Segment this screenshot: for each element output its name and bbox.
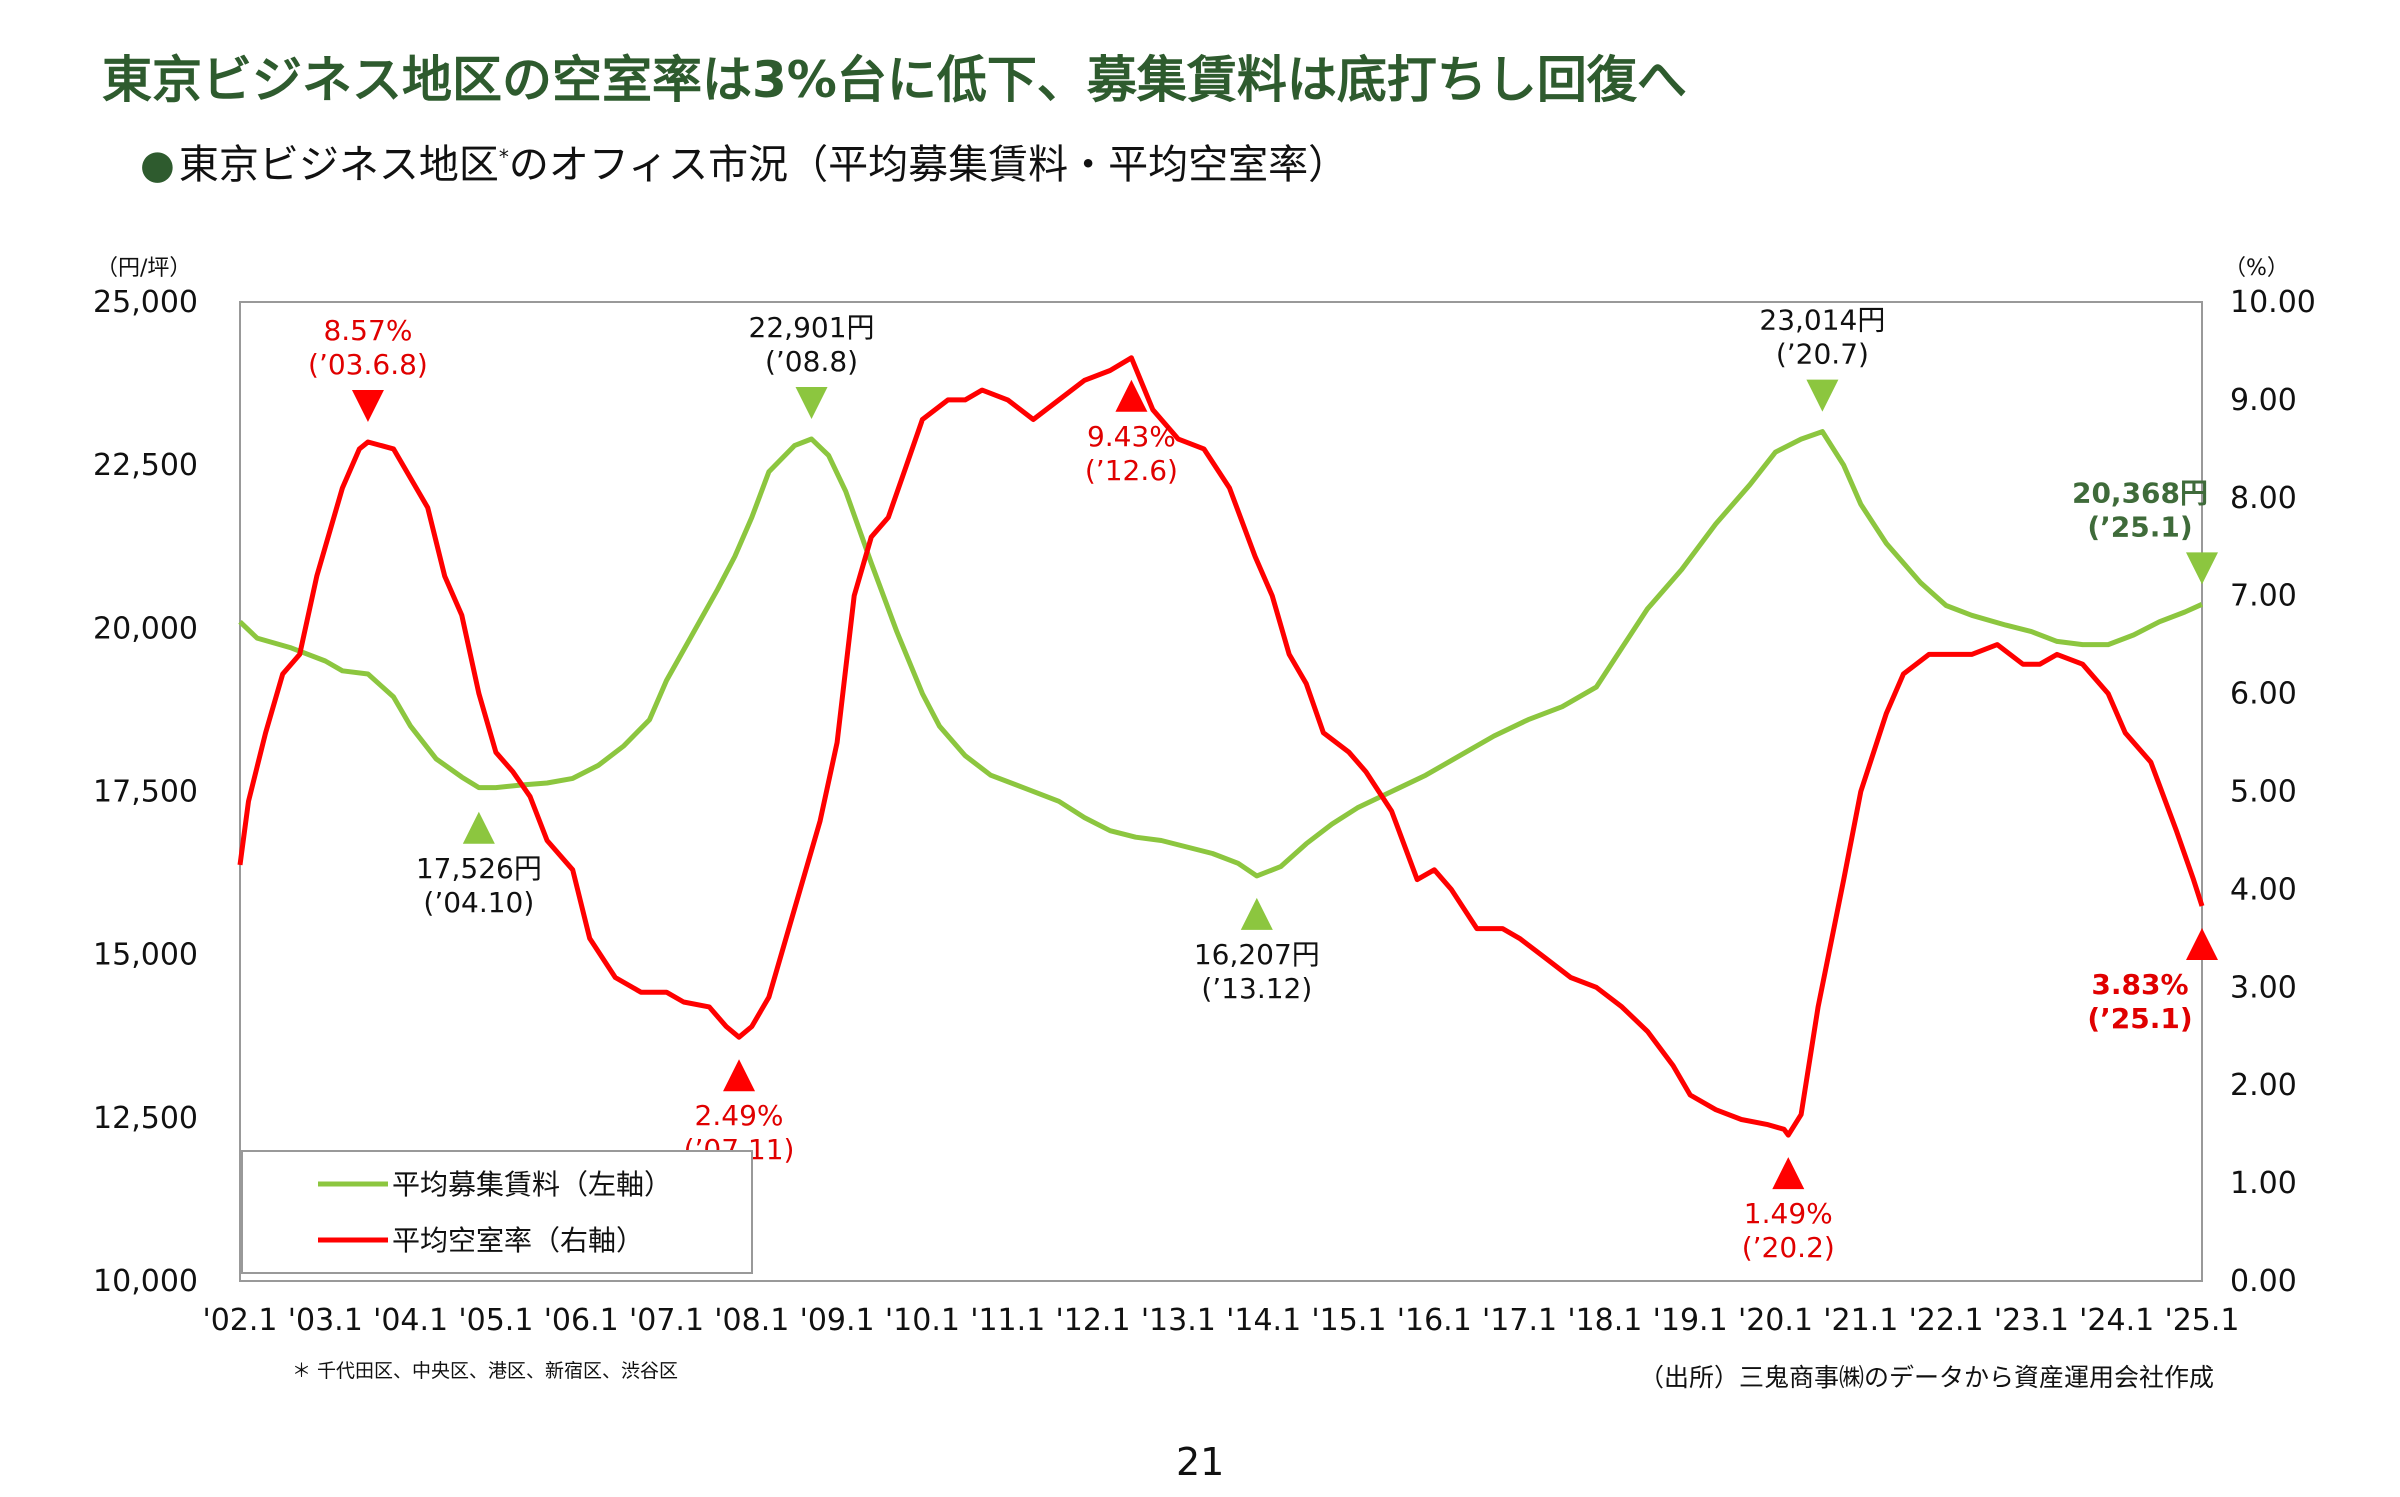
annotation-triangle-icon	[1115, 379, 1148, 412]
annotation-date: (’12.6)	[1085, 454, 1178, 487]
x-axis-tick-label: '05.1	[458, 1303, 533, 1338]
chart-subtitle: ● 東京ビジネス地区*のオフィス市況（平均募集賃料・平均空室率）	[140, 132, 1348, 190]
x-axis-tick-label: '10.1	[885, 1303, 960, 1338]
annotation-value: 1.49%	[1744, 1197, 1833, 1230]
left-axis-tick-label: 12,500	[93, 1101, 198, 1136]
x-axis-tick-label: '09.1	[800, 1303, 875, 1338]
annotation-value: 3.83%	[2091, 968, 2188, 1001]
x-axis-tick-label: '08.1	[714, 1303, 789, 1338]
annotation-value: 17,526円	[416, 852, 542, 885]
left-axis-tick-label: 22,500	[93, 448, 198, 483]
annotation-triangle-icon	[2186, 928, 2218, 961]
x-axis-tick-label: '13.1	[1141, 1303, 1216, 1338]
right-axis-tick-label: 3.00	[2230, 970, 2297, 1005]
x-axis-tick-label: '06.1	[544, 1303, 619, 1338]
legend: 平均募集賃料（左軸） 平均空室率（右軸）	[241, 1150, 753, 1274]
x-axis-tick-label: '23.1	[1994, 1303, 2069, 1338]
annotation-triangle-icon	[1806, 379, 1839, 412]
source-note: （出所）三鬼商事㈱のデータから資産運用会社作成	[1638, 1363, 2214, 1392]
subtitle-main: 東京ビジネス地区	[178, 142, 499, 188]
annotation-triangle-icon	[1772, 1157, 1805, 1190]
x-axis-tick-label: '12.1	[1056, 1303, 1131, 1338]
subtitle-rest: のオフィス市況（平均募集賃料・平均空室率）	[508, 142, 1349, 188]
annotation-value: 23,014円	[1759, 304, 1885, 337]
annotation-date: (’20.2)	[1742, 1231, 1835, 1264]
annotation-triangle-icon	[1240, 897, 1273, 930]
left-axis-tick-label: 10,000	[93, 1264, 198, 1299]
page-number: 21	[1176, 1440, 1225, 1484]
x-axis-tick-label: '19.1	[1653, 1303, 1728, 1338]
left-axis-tick-label: 20,000	[93, 611, 198, 646]
right-axis-tick-label: 0.00	[2230, 1264, 2297, 1299]
annotation-date: (’08.8)	[765, 345, 858, 378]
annotation-value: 16,207円	[1194, 938, 1320, 971]
page-title: 東京ビジネス地区の空室率は3%台に低下、募集賃料は底打ちし回復へ	[102, 51, 1687, 109]
right-axis-tick-label: 4.00	[2230, 872, 2297, 907]
right-axis-tick-label: 5.00	[2230, 775, 2297, 810]
right-axis-tick-label: 8.00	[2230, 481, 2297, 516]
x-axis-tick-label: '16.1	[1397, 1303, 1472, 1338]
annotation-triangle-icon	[2186, 552, 2218, 585]
annotation-value: 22,901円	[749, 311, 875, 344]
x-axis-tick-label: '21.1	[1823, 1303, 1898, 1338]
bullet-icon: ●	[140, 142, 175, 188]
footnote-mark: *	[498, 145, 509, 169]
rent-series-line	[238, 429, 2204, 879]
annotation-triangle-icon	[462, 811, 495, 844]
annotation-date: (’13.12)	[1201, 972, 1312, 1005]
x-axis-tick-label: '17.1	[1482, 1303, 1557, 1338]
x-axis-tick-label: '24.1	[2079, 1303, 2154, 1338]
x-axis-tick-label: '02.1	[202, 1303, 277, 1338]
legend-box	[241, 1150, 753, 1274]
left-axis-tick-label: 15,000	[93, 938, 198, 973]
x-axis-tick-label: '20.1	[1738, 1303, 1813, 1338]
annotation-date: (’04.10)	[423, 886, 534, 919]
right-axis-unit: （%）	[2224, 256, 2289, 281]
annotation-date: (’25.1)	[2087, 1002, 2192, 1035]
annotation-triangle-icon	[351, 389, 384, 422]
x-axis-tick-label: '15.1	[1311, 1303, 1386, 1338]
right-axis-tick-label: 6.00	[2230, 677, 2297, 712]
plot-area-frame	[239, 301, 2203, 1282]
annotation-triangle-icon	[723, 1059, 756, 1092]
x-axis-tick-label: '25.1	[2164, 1303, 2239, 1338]
annotation-value: 2.49%	[695, 1099, 784, 1132]
annotation-date: (’03.6.8)	[308, 348, 428, 381]
x-axis-tick-label: '03.1	[288, 1303, 363, 1338]
annotation-value: 8.57%	[323, 314, 412, 347]
x-axis-tick-label: '14.1	[1226, 1303, 1301, 1338]
legend-vacancy-label: 平均空室率（右軸）	[392, 1224, 644, 1257]
left-axis-unit: （円/坪）	[96, 256, 192, 281]
x-axis-tick-label: '04.1	[373, 1303, 448, 1338]
right-axis-tick-label: 9.00	[2230, 383, 2297, 418]
x-axis-tick-label: '11.1	[970, 1303, 1045, 1338]
right-axis-tick-label: 10.00	[2230, 285, 2316, 320]
left-axis-tick-label: 17,500	[93, 775, 198, 810]
annotation-triangle-icon	[795, 386, 828, 419]
footnote: ＊ 千代田区、中央区、港区、新宿区、渋谷区	[292, 1360, 679, 1382]
x-axis-tick-label: '07.1	[629, 1303, 704, 1338]
vacancy-series-line	[237, 355, 2205, 1138]
annotation-date: (’20.7)	[1776, 338, 1869, 371]
right-axis-tick-label: 7.00	[2230, 579, 2297, 614]
x-axis-tick-label: '22.1	[1909, 1303, 1984, 1338]
annotation-date: (’25.1)	[2087, 510, 2192, 543]
right-axis-tick-label: 2.00	[2230, 1068, 2297, 1103]
annotation-value: 9.43%	[1087, 420, 1176, 453]
left-axis-tick-label: 25,000	[93, 285, 198, 320]
right-axis-tick-label: 1.00	[2230, 1166, 2297, 1201]
x-axis-tick-label: '18.1	[1567, 1303, 1642, 1338]
legend-rent-label: 平均募集賃料（左軸）	[392, 1168, 672, 1201]
annotation-value: 20,368円	[2072, 476, 2208, 509]
